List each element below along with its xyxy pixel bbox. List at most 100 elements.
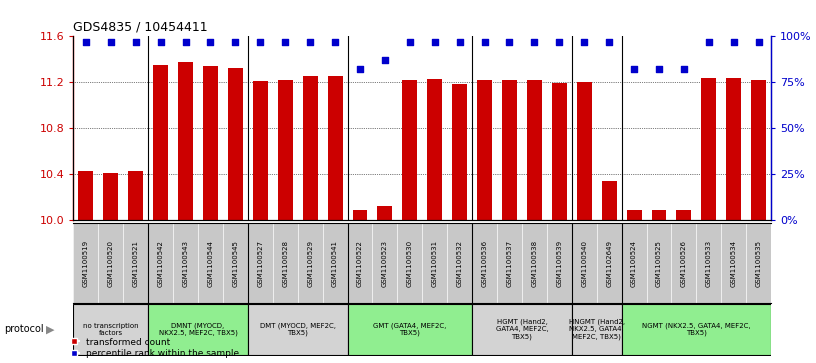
Text: GSM1100521: GSM1100521 [133, 240, 139, 287]
Bar [572, 304, 622, 355]
Point [104, 39, 118, 45]
Point [752, 39, 765, 45]
Bar [228, 68, 243, 220]
Text: GMT (GATA4, MEF2C,
TBX5): GMT (GATA4, MEF2C, TBX5) [373, 322, 446, 337]
Bar [502, 80, 517, 220]
Text: GSM1102649: GSM1102649 [606, 240, 612, 287]
Bar [627, 211, 641, 220]
Text: GSM1100543: GSM1100543 [183, 240, 188, 287]
Point [154, 39, 167, 45]
Bar [277, 80, 293, 220]
Bar [552, 83, 567, 220]
Bar [577, 82, 592, 220]
Bar [378, 206, 392, 220]
Point [628, 66, 641, 72]
Point [653, 66, 666, 72]
Text: GSM1100530: GSM1100530 [407, 240, 413, 287]
Point [677, 66, 690, 72]
Bar [303, 76, 317, 220]
Text: GSM1100524: GSM1100524 [631, 240, 637, 287]
Text: GSM1100526: GSM1100526 [681, 240, 687, 287]
Text: no transcription
factors: no transcription factors [83, 323, 139, 336]
Bar [78, 171, 93, 220]
Text: ▶: ▶ [46, 325, 54, 334]
Bar [248, 304, 348, 355]
Bar [73, 304, 149, 355]
Text: GSM1100544: GSM1100544 [207, 240, 214, 287]
Text: GSM1100522: GSM1100522 [357, 240, 363, 287]
Text: HGMT (Hand2,
GATA4, MEF2C,
TBX5): HGMT (Hand2, GATA4, MEF2C, TBX5) [495, 319, 548, 340]
Text: NGMT (NKX2.5, GATA4, MEF2C,
TBX5): NGMT (NKX2.5, GATA4, MEF2C, TBX5) [642, 322, 751, 337]
Text: GSM1100525: GSM1100525 [656, 240, 662, 287]
Point [703, 39, 716, 45]
Bar [701, 78, 716, 220]
Text: GSM1100523: GSM1100523 [382, 240, 388, 287]
Bar [428, 79, 442, 220]
Bar [622, 304, 771, 355]
Point [727, 39, 740, 45]
Text: GSM1100542: GSM1100542 [157, 240, 164, 287]
Point [428, 39, 441, 45]
Point [379, 57, 392, 63]
Text: GSM1100537: GSM1100537 [507, 240, 512, 287]
Point [353, 66, 366, 72]
Bar [104, 173, 118, 220]
Text: GSM1100538: GSM1100538 [531, 240, 538, 287]
Point [552, 39, 565, 45]
Text: GSM1100533: GSM1100533 [706, 240, 712, 287]
Point [228, 39, 242, 45]
Point [179, 39, 192, 45]
Point [129, 39, 142, 45]
Bar [149, 304, 248, 355]
Bar [601, 181, 617, 220]
Point [503, 39, 516, 45]
Bar [327, 76, 343, 220]
Point [254, 39, 267, 45]
Text: GSM1100527: GSM1100527 [257, 240, 264, 287]
Point [403, 39, 416, 45]
Text: GSM1100535: GSM1100535 [756, 240, 761, 287]
Text: GSM1100532: GSM1100532 [457, 240, 463, 287]
Bar [353, 211, 367, 220]
Point [304, 39, 317, 45]
Bar [472, 304, 572, 355]
Bar [348, 304, 472, 355]
Text: DMNT (MYOCD,
NKX2.5, MEF2C, TBX5): DMNT (MYOCD, NKX2.5, MEF2C, TBX5) [158, 322, 237, 337]
Point [528, 39, 541, 45]
Point [329, 39, 342, 45]
Bar [153, 65, 168, 220]
Legend: transformed count, percentile rank within the sample: transformed count, percentile rank withi… [70, 338, 239, 359]
Point [279, 39, 292, 45]
Text: GSM1100519: GSM1100519 [83, 240, 89, 287]
Text: GSM1100541: GSM1100541 [332, 240, 338, 287]
Text: GSM1100536: GSM1100536 [481, 240, 488, 287]
Point [603, 39, 616, 45]
Bar [651, 211, 667, 220]
Bar [402, 80, 417, 220]
Text: GSM1100540: GSM1100540 [581, 240, 588, 287]
Text: GSM1100531: GSM1100531 [432, 240, 437, 287]
Text: GSM1100528: GSM1100528 [282, 240, 288, 287]
Point [478, 39, 491, 45]
Bar [726, 78, 741, 220]
Text: GSM1100534: GSM1100534 [731, 240, 737, 287]
Text: DMT (MYOCD, MEF2C,
TBX5): DMT (MYOCD, MEF2C, TBX5) [259, 322, 335, 337]
Text: protocol: protocol [4, 325, 44, 334]
Text: GSM1100529: GSM1100529 [307, 240, 313, 287]
Text: GSM1100539: GSM1100539 [557, 240, 562, 287]
Point [79, 39, 92, 45]
Bar [676, 211, 691, 220]
Point [578, 39, 591, 45]
Bar [527, 80, 542, 220]
Bar [203, 66, 218, 220]
Bar [452, 85, 467, 220]
Text: GSM1100520: GSM1100520 [108, 240, 113, 287]
Bar [752, 80, 766, 220]
Bar [477, 80, 492, 220]
Text: GSM1100545: GSM1100545 [233, 240, 238, 287]
Bar [178, 61, 193, 220]
Point [204, 39, 217, 45]
Text: HNGMT (Hand2,
NKX2.5, GATA4,
MEF2C, TBX5): HNGMT (Hand2, NKX2.5, GATA4, MEF2C, TBX5… [569, 319, 625, 340]
Bar [253, 81, 268, 220]
Point [453, 39, 466, 45]
